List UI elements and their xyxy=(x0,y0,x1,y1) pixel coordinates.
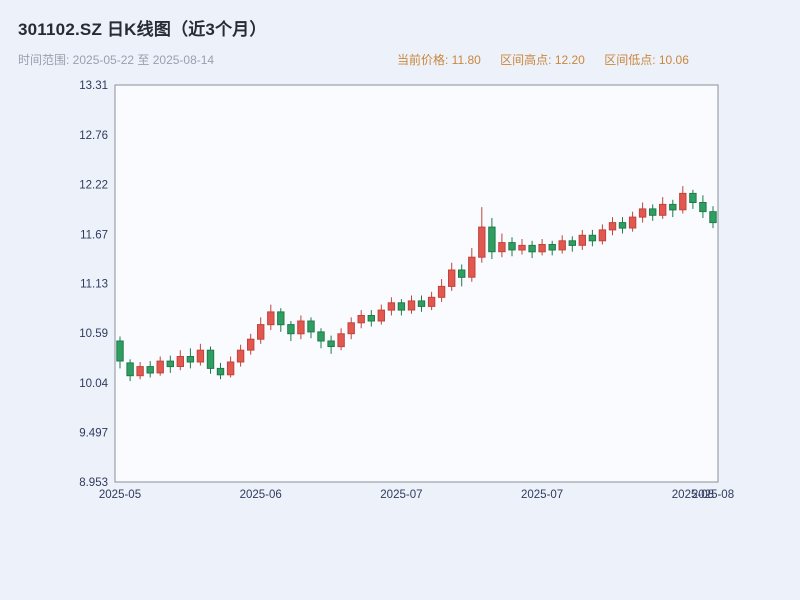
candle xyxy=(508,237,516,257)
page-title: 301102.SZ 日K线图（近3个月） xyxy=(18,20,267,39)
candle xyxy=(297,315,305,340)
candle xyxy=(448,262,456,291)
candle xyxy=(649,204,657,221)
candle xyxy=(608,217,617,236)
candle xyxy=(458,264,466,287)
candle xyxy=(397,299,406,316)
candle xyxy=(277,308,285,332)
candle xyxy=(196,343,205,366)
candle xyxy=(267,304,275,331)
candle xyxy=(518,239,526,255)
candle xyxy=(146,361,154,378)
candle xyxy=(618,217,627,234)
candle xyxy=(156,356,164,376)
date-range-label: 时间范围: 2025-05-22 至 2025-08-14 xyxy=(18,53,215,67)
candle xyxy=(216,362,225,380)
candle xyxy=(427,291,436,311)
candle xyxy=(367,310,376,327)
candle xyxy=(236,344,245,367)
candle xyxy=(377,304,386,325)
stat-range-low: 区间低点: 10.06 xyxy=(604,53,689,67)
candle xyxy=(588,229,597,247)
candle xyxy=(327,335,335,354)
stat-current-price: 当前价格: 11.80 xyxy=(397,53,481,67)
x-tick-label: 2025-08 xyxy=(692,489,734,501)
x-tick-label: 2025-05 xyxy=(99,489,141,501)
candle xyxy=(287,321,295,341)
candle xyxy=(488,218,496,259)
x-tick-label: 2025-08 xyxy=(672,489,714,501)
candle xyxy=(337,328,345,351)
candle xyxy=(669,199,677,218)
candle xyxy=(558,235,566,254)
x-tick-label: 2025-07 xyxy=(380,489,422,501)
candle xyxy=(307,317,315,339)
candle xyxy=(568,236,576,252)
candle xyxy=(387,297,396,316)
candle xyxy=(176,350,185,371)
y-tick-label: 12.22 xyxy=(79,179,108,191)
y-tick-label: 13.31 xyxy=(79,80,108,92)
y-tick-label: 9.497 xyxy=(79,427,108,439)
candle xyxy=(166,355,175,373)
candle xyxy=(679,186,687,214)
candle xyxy=(659,197,667,219)
candle xyxy=(598,224,607,245)
candle xyxy=(548,240,556,256)
candle xyxy=(347,317,355,340)
candle xyxy=(247,333,255,355)
x-tick-label: 2025-07 xyxy=(521,489,563,501)
candle xyxy=(226,356,235,378)
candle xyxy=(317,328,325,349)
y-tick-label: 8.953 xyxy=(79,477,108,489)
candle xyxy=(257,317,265,344)
candle xyxy=(468,248,476,282)
candle xyxy=(478,207,486,263)
candle xyxy=(689,189,697,209)
x-tick-label: 2025-06 xyxy=(240,489,282,501)
candle xyxy=(407,295,416,314)
candle xyxy=(638,202,647,223)
candle xyxy=(136,362,144,380)
y-tick-label: 10.04 xyxy=(79,378,108,390)
stat-range-high: 区间高点: 12.20 xyxy=(500,53,585,67)
candle xyxy=(578,229,586,250)
candle xyxy=(498,233,506,258)
candle xyxy=(116,336,124,369)
y-tick-label: 11.13 xyxy=(80,279,108,291)
candle xyxy=(699,195,707,218)
y-tick-label: 12.76 xyxy=(79,130,108,142)
candle xyxy=(709,206,717,229)
candle xyxy=(628,211,637,232)
y-tick-label: 10.59 xyxy=(79,328,108,340)
candle xyxy=(538,239,546,256)
candle xyxy=(528,240,536,259)
y-tick-label: 11.67 xyxy=(80,229,108,241)
candle xyxy=(357,310,365,329)
candle xyxy=(206,346,215,374)
plot-area xyxy=(114,84,719,483)
candle xyxy=(417,295,426,312)
candle xyxy=(437,279,446,302)
candle xyxy=(126,359,134,382)
candle xyxy=(186,348,195,369)
price-stats: 当前价格: 11.80 区间高点: 12.20 区间低点: 10.06 xyxy=(397,51,705,68)
